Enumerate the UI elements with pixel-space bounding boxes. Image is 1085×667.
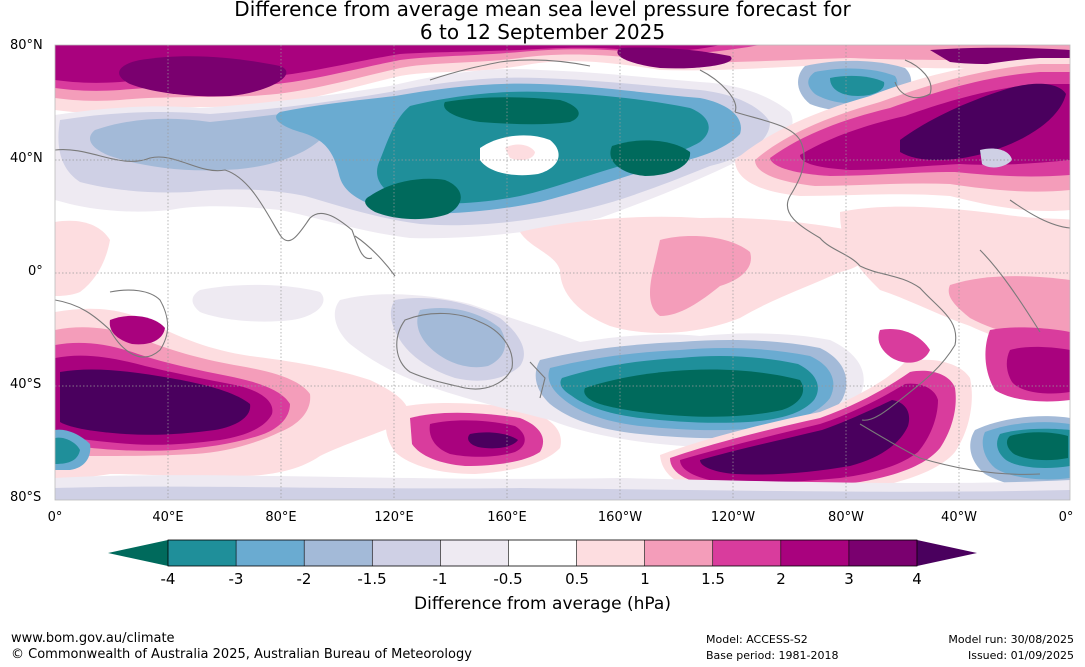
- anomaly-region: [900, 83, 1066, 161]
- colorbar-tick-label: -0.5: [493, 570, 523, 588]
- lon-label: 160°E: [487, 510, 527, 525]
- anomaly-region: [365, 178, 461, 220]
- anomaly-region: [584, 369, 804, 417]
- footer-copyright: © Commonwealth of Australia 2025, Austra…: [11, 647, 472, 662]
- colorbar-bin: [236, 540, 305, 566]
- colorbar-tick-label: 1.5: [701, 570, 725, 588]
- lat-label-40n: 40°N: [10, 151, 43, 166]
- anomaly-region: [90, 110, 341, 171]
- colorbar: [108, 539, 977, 567]
- anomaly-region: [1006, 432, 1068, 461]
- anomaly-region: [700, 400, 910, 475]
- anomaly-region: [468, 432, 518, 449]
- lon-label: 40°E: [152, 510, 184, 525]
- colorbar-bin: [440, 540, 509, 566]
- lon-label: 160°W: [597, 510, 643, 525]
- map-title-line-1: Difference from average mean sea level p…: [234, 0, 851, 21]
- footer-website: www.bom.gov.au/climate: [11, 631, 175, 646]
- colorbar-tick-label: 0.5: [565, 570, 589, 588]
- anomaly-region: [444, 97, 579, 125]
- colorbar-title: Difference from average (hPa): [414, 594, 671, 614]
- footer-model-run: Model run: 30/08/2025: [948, 633, 1074, 646]
- colorbar-tick-label: 2: [776, 570, 786, 588]
- anomaly-region: [650, 236, 751, 316]
- colorbar-bin: [780, 540, 850, 566]
- colorbar-extend-max: [917, 540, 977, 566]
- colorbar-tick-label: -1.5: [357, 570, 387, 588]
- footer-model: Model: ACCESS-S2: [706, 633, 808, 646]
- colorbar-bin: [304, 540, 373, 566]
- anomaly-region: [119, 56, 287, 97]
- map-title-line-2: 6 to 12 September 2025: [419, 20, 666, 44]
- anomaly-region: [830, 75, 885, 96]
- anomaly-region: [610, 140, 691, 176]
- footer-issued: Issued: 01/09/2025: [967, 649, 1074, 662]
- colorbar-tick-label: -2: [296, 570, 312, 588]
- colorbar-tick-label: 3: [844, 570, 854, 588]
- lon-label: 0°: [47, 510, 63, 525]
- anomaly-region: [980, 148, 1012, 168]
- anomaly-region: [55, 437, 80, 464]
- footer-base-period: Base period: 1981-2018: [706, 649, 839, 662]
- lon-label: 40°W: [941, 510, 977, 525]
- colorbar-bin: [848, 540, 918, 566]
- colorbar-tick-label: 4: [912, 570, 922, 588]
- anomaly-region: [948, 276, 1070, 341]
- lon-label: 80°W: [828, 510, 864, 525]
- anomaly-region: [192, 284, 324, 322]
- colorbar-frame: [167, 539, 918, 567]
- anomaly-region: [55, 220, 110, 296]
- map-frame: [54, 44, 1071, 501]
- colorbar-bin: [644, 540, 714, 566]
- colorbar-bin: [372, 540, 441, 566]
- lat-label-80s: 80°S: [10, 490, 42, 505]
- anomaly-region: [878, 328, 930, 363]
- anomaly-region: [55, 486, 1070, 500]
- anomaly-region: [617, 47, 732, 69]
- colorbar-tick-label: -1: [432, 570, 448, 588]
- lon-label: 80°E: [265, 510, 297, 525]
- anomaly-region: [505, 144, 535, 160]
- lon-label: 120°E: [374, 510, 414, 525]
- lon-label: 0°: [1058, 510, 1074, 525]
- colorbar-bin: [508, 540, 578, 566]
- pressure-anomaly-field: [55, 45, 1070, 500]
- colorbar-tick-label: -4: [160, 570, 176, 588]
- lat-label-40s: 40°S: [10, 377, 42, 392]
- lat-label-equator: 0°: [28, 264, 43, 279]
- colorbar-bin: [576, 540, 646, 566]
- colorbar-bins: [168, 540, 918, 566]
- colorbar-extend-min: [108, 540, 168, 566]
- colorbar-bin: [168, 540, 237, 566]
- anomaly-region: [109, 315, 165, 345]
- colorbar-bin: [712, 540, 782, 566]
- anomaly-region: [1006, 346, 1070, 394]
- colorbar-tick-label: 1: [640, 570, 650, 588]
- lat-label-80n: 80°N: [10, 38, 43, 53]
- graticule: [55, 45, 1070, 500]
- lon-label: 120°W: [710, 510, 756, 525]
- colorbar-tick-label: -3: [228, 570, 244, 588]
